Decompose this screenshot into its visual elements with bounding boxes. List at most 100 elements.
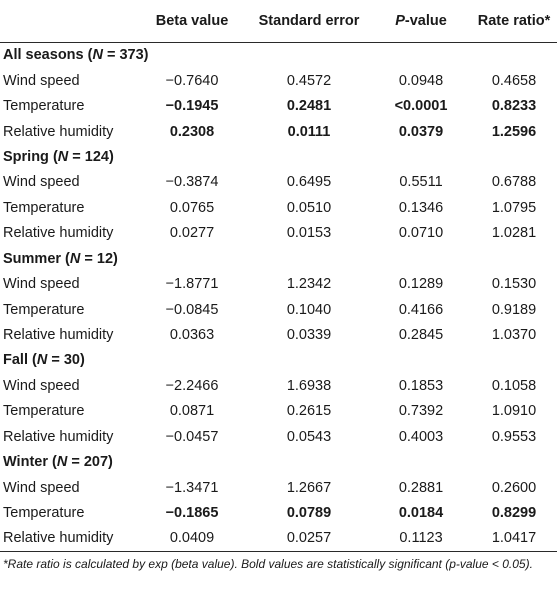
cell-beta-value: −0.0457 [165, 428, 219, 445]
variable-label: Wind speed [3, 479, 80, 496]
cell-p-value: 0.1853 [398, 377, 444, 394]
variable-label: Temperature [3, 199, 85, 216]
group-title-prefix: Fall ( [3, 352, 37, 369]
cell-rate-ratio: 1.2596 [491, 123, 537, 140]
group-title-prefix: All seasons ( [3, 47, 93, 64]
cell-rate-ratio: 0.2600 [491, 479, 537, 496]
regression-results-table: Beta value Standard error P-value Rate r… [0, 0, 557, 552]
variable-label: Relative humidity [3, 225, 114, 242]
variable-label: Wind speed [3, 377, 80, 394]
cell-beta-value: −0.1945 [165, 98, 219, 115]
table-row: Relative humidity −0.0457 0.0543 0.4003 0.95… [0, 424, 557, 449]
table-footnote: *Rate ratio is calculated by exp (beta v… [3, 556, 533, 571]
cell-p-value: 0.2845 [398, 327, 444, 344]
variable-label: Temperature [3, 98, 85, 115]
cell-p-value: 0.4166 [398, 301, 444, 318]
cell-beta-value: 0.0409 [137, 525, 247, 552]
cell-beta-value: −1.3471 [165, 479, 219, 496]
cell-p-value: 0.1123 [371, 525, 471, 552]
group-title: Spring (N = 124) [0, 144, 557, 169]
table-row: Wind speed −1.8771 1.2342 0.1289 0.1530 [0, 271, 557, 296]
group-header-row: Summer (N = 12) [0, 246, 557, 271]
group-title: Summer (N = 12) [0, 246, 557, 271]
table-row: Temperature −0.1945 0.2481 <0.0001 0.8233 [0, 93, 557, 118]
cell-standard-error: 0.0153 [286, 225, 332, 242]
cell-beta-value: 0.2308 [169, 123, 215, 140]
cell-p-value: 0.0184 [398, 505, 444, 522]
header-standard-error: Standard error [247, 0, 371, 43]
cell-rate-ratio: 1.0281 [491, 225, 537, 242]
cell-p-value: 0.7392 [398, 403, 444, 420]
cell-beta-value: −0.3874 [165, 174, 219, 191]
cell-beta-value: −1.8771 [165, 276, 219, 293]
cell-p-value: 0.1346 [398, 199, 444, 216]
header-rate-ratio: Rate ratio* [471, 0, 557, 43]
group-title-suffix: = 12) [80, 250, 118, 267]
group-title-suffix: = 373) [102, 47, 149, 64]
group-title: Winter (N = 207) [0, 450, 557, 475]
cell-rate-ratio: 1.0417 [471, 525, 557, 552]
table-row: Temperature −0.1865 0.0789 0.0184 0.8299 [0, 500, 557, 525]
group-title-suffix: = 207) [67, 454, 113, 471]
cell-rate-ratio: 0.1530 [491, 276, 537, 293]
cell-beta-value: −0.0845 [165, 301, 219, 318]
cell-beta-value: −2.2466 [165, 377, 219, 394]
header-p-rest: -value [404, 13, 447, 29]
cell-rate-ratio: 0.4658 [491, 72, 537, 89]
cell-rate-ratio: 1.0910 [491, 403, 537, 420]
cell-standard-error: 1.2342 [286, 276, 332, 293]
table-row: Temperature −0.0845 0.1040 0.4166 0.9189 [0, 297, 557, 322]
cell-p-value: 0.0379 [398, 123, 444, 140]
cell-standard-error: 0.2615 [286, 403, 332, 420]
group-header-row: Fall (N = 30) [0, 348, 557, 373]
cell-standard-error: 1.2667 [286, 479, 332, 496]
group-n-symbol: N [92, 47, 103, 64]
variable-label: Temperature [3, 505, 85, 522]
variable-label: Relative humidity [3, 428, 114, 445]
variable-label: Relative humidity [0, 525, 137, 552]
variable-label: Wind speed [3, 276, 80, 293]
table-row: Temperature 0.0871 0.2615 0.7392 1.0910 [0, 399, 557, 424]
cell-rate-ratio: 0.8299 [491, 505, 537, 522]
cell-standard-error: 1.6938 [286, 377, 332, 394]
table-body: All seasons (N = 373) Wind speed −0.7640 0.… [0, 43, 557, 552]
table-row: Wind speed −1.3471 1.2667 0.2881 0.2600 [0, 475, 557, 500]
header-beta-value: Beta value [137, 0, 247, 43]
group-n-symbol: N [69, 250, 81, 267]
cell-beta-value: 0.0277 [169, 225, 215, 242]
table-row: Wind speed −0.3874 0.6495 0.5511 0.6788 [0, 170, 557, 195]
header-p-value: P-value [371, 0, 471, 43]
group-title: Fall (N = 30) [0, 348, 557, 373]
variable-label: Relative humidity [3, 327, 114, 344]
group-title: All seasons (N = 373) [0, 43, 557, 68]
variable-label: Temperature [3, 403, 85, 420]
group-n-symbol: N [57, 148, 69, 165]
cell-rate-ratio: 0.1058 [491, 377, 537, 394]
cell-p-value: 0.2881 [398, 479, 444, 496]
group-n-symbol: N [56, 454, 68, 471]
cell-standard-error: 0.0257 [247, 525, 371, 552]
cell-standard-error: 0.0789 [286, 505, 332, 522]
cell-p-value: 0.4003 [398, 428, 444, 445]
table-row: Relative humidity 0.2308 0.0111 0.0379 1.259… [0, 119, 557, 144]
cell-p-value: 0.1289 [398, 276, 444, 293]
table-row: Relative humidity 0.0277 0.0153 0.0710 1.028… [0, 221, 557, 246]
cell-standard-error: 0.0543 [286, 428, 332, 445]
cell-standard-error: 0.2481 [286, 98, 332, 115]
cell-rate-ratio: 0.8233 [491, 98, 537, 115]
cell-p-value: <0.0001 [394, 98, 448, 115]
cell-rate-ratio: 0.9189 [491, 301, 537, 318]
cell-rate-ratio: 0.6788 [491, 174, 537, 191]
header-blank [0, 0, 137, 43]
cell-rate-ratio: 1.0370 [491, 327, 537, 344]
group-title-prefix: Spring ( [3, 148, 58, 165]
group-title-prefix: Winter ( [3, 454, 57, 471]
header-row: Beta value Standard error P-value Rate r… [0, 0, 557, 43]
cell-p-value: 0.0948 [398, 72, 444, 89]
table-row: Relative humidity 0.0409 0.0257 0.1123 1.041… [0, 525, 557, 552]
group-header-row: Winter (N = 207) [0, 450, 557, 475]
cell-standard-error: 0.0510 [286, 199, 332, 216]
table-row: Temperature 0.0765 0.0510 0.1346 1.0795 [0, 195, 557, 220]
cell-standard-error: 0.1040 [286, 301, 332, 318]
